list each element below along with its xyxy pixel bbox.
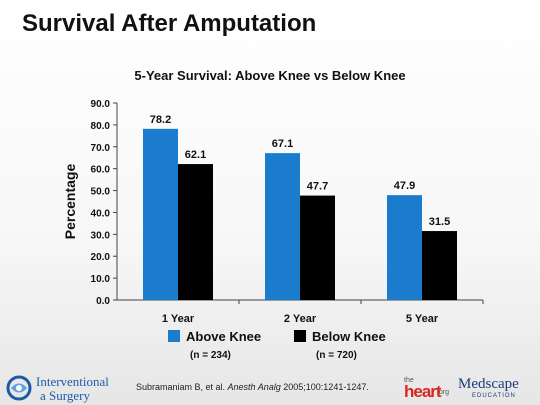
theheart-org: .org (437, 389, 450, 396)
legend-label: Above Knee (186, 329, 261, 344)
legend-swatch (168, 330, 180, 342)
bar (265, 153, 300, 300)
y-tick-label: 20.0 (91, 252, 111, 263)
bar (422, 231, 457, 300)
bar (143, 128, 178, 300)
bar (300, 195, 335, 300)
y-tick-label: 0.0 (96, 296, 110, 307)
y-tick-label: 30.0 (91, 230, 111, 241)
citation: Subramaniam B, et al. Anesth Analg 2005;… (136, 382, 369, 392)
y-tick-label: 90.0 (91, 99, 111, 110)
y-tick-label: 10.0 (91, 274, 111, 285)
medscape-education: EDUCATION (472, 393, 516, 399)
theheart-logo: the heart .org (400, 377, 452, 402)
data-label: 62.1 (185, 149, 206, 161)
bar-chart: 5-Year Survival: Above Knee vs Below Kne… (62, 68, 484, 361)
slide-title: Survival After Amputation (22, 10, 317, 37)
x-tick-label: 2 Year (284, 313, 317, 325)
theheart-the: the (404, 377, 414, 384)
theheart-word: heart (404, 382, 442, 401)
footer: Interventional a Surgery Subramaniam B, … (0, 370, 540, 405)
interventional-surgery-logo: Interventional a Surgery (6, 373, 136, 403)
citation-authors: Subramaniam B, et al. (136, 382, 228, 392)
data-label: 47.9 (394, 180, 415, 192)
legend-label: Below Knee (312, 329, 386, 344)
data-label: 78.2 (150, 114, 171, 126)
chart-title: 5-Year Survival: Above Knee vs Below Kne… (134, 68, 405, 83)
legend-note: (n = 234) (190, 350, 231, 361)
y-tick-label: 40.0 (91, 208, 111, 219)
y-tick-label: 50.0 (91, 187, 111, 198)
y-tick-label: 70.0 (91, 143, 111, 154)
legend-note: (n = 720) (316, 350, 357, 361)
medscape-logo: Medscape EDUCATION (458, 376, 538, 402)
logo-left-line2: a Surgery (40, 388, 90, 403)
data-label: 67.1 (272, 138, 293, 150)
data-label: 31.5 (429, 216, 450, 228)
legend-swatch (294, 330, 306, 342)
bar (387, 195, 422, 300)
citation-details: 2005;100:1241-1247. (280, 382, 369, 392)
bar (178, 164, 213, 300)
y-axis-label: Percentage (62, 164, 78, 240)
y-tick-label: 80.0 (91, 121, 111, 132)
data-label: 47.7 (307, 181, 328, 193)
swirl-logo-icon (6, 375, 32, 401)
x-tick-label: 5 Year (406, 313, 439, 325)
medscape-name: Medscape (458, 376, 519, 392)
logo-left-line1: Interventional (36, 374, 109, 389)
citation-journal: Anesth Analg (227, 382, 281, 392)
y-tick-label: 60.0 (91, 165, 111, 176)
x-tick-label: 1 Year (162, 313, 195, 325)
